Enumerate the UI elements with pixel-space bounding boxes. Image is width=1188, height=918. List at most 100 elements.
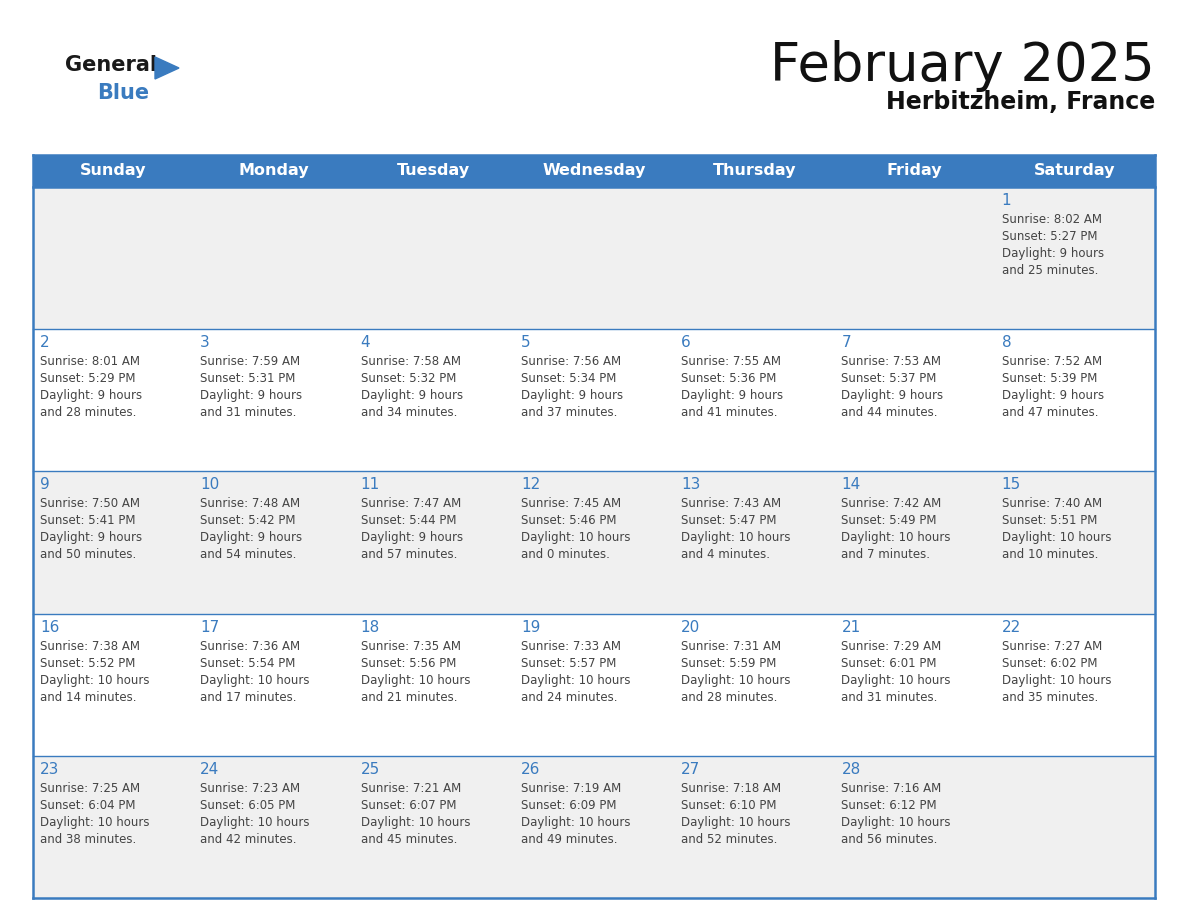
Bar (354, 330, 514, 472)
Text: Sunrise: 7:47 AM
Sunset: 5:44 PM
Daylight: 9 hours
and 57 minutes.: Sunrise: 7:47 AM Sunset: 5:44 PM Dayligh… (361, 498, 462, 562)
Text: 8: 8 (1001, 335, 1011, 350)
Polygon shape (154, 57, 179, 79)
Bar (194, 756, 354, 898)
Bar (834, 187, 994, 330)
Bar (33, 756, 194, 898)
Text: February 2025: February 2025 (770, 40, 1155, 92)
Text: 13: 13 (681, 477, 701, 492)
Bar (834, 756, 994, 898)
Bar (834, 472, 994, 613)
Text: Blue: Blue (97, 83, 150, 103)
Bar (994, 472, 1155, 613)
Text: Herbitzheim, France: Herbitzheim, France (886, 90, 1155, 114)
Text: 24: 24 (201, 762, 220, 777)
Text: 27: 27 (681, 762, 701, 777)
Bar (194, 472, 354, 613)
Text: 26: 26 (520, 762, 541, 777)
Text: 23: 23 (40, 762, 59, 777)
Text: General: General (65, 55, 157, 75)
Text: 21: 21 (841, 620, 860, 634)
Text: Tuesday: Tuesday (397, 163, 470, 178)
Text: 22: 22 (1001, 620, 1020, 634)
Text: 16: 16 (40, 620, 59, 634)
Text: 15: 15 (1001, 477, 1020, 492)
Text: Sunrise: 7:21 AM
Sunset: 6:07 PM
Daylight: 10 hours
and 45 minutes.: Sunrise: 7:21 AM Sunset: 6:07 PM Dayligh… (361, 782, 470, 845)
Text: Friday: Friday (886, 163, 942, 178)
Text: Sunrise: 7:23 AM
Sunset: 6:05 PM
Daylight: 10 hours
and 42 minutes.: Sunrise: 7:23 AM Sunset: 6:05 PM Dayligh… (201, 782, 310, 845)
Text: Sunrise: 8:02 AM
Sunset: 5:27 PM
Daylight: 9 hours
and 25 minutes.: Sunrise: 8:02 AM Sunset: 5:27 PM Dayligh… (1001, 213, 1104, 277)
Text: Wednesday: Wednesday (542, 163, 646, 178)
Text: Sunrise: 7:27 AM
Sunset: 6:02 PM
Daylight: 10 hours
and 35 minutes.: Sunrise: 7:27 AM Sunset: 6:02 PM Dayligh… (1001, 640, 1111, 703)
Text: Sunrise: 7:18 AM
Sunset: 6:10 PM
Daylight: 10 hours
and 52 minutes.: Sunrise: 7:18 AM Sunset: 6:10 PM Dayligh… (681, 782, 791, 845)
Text: Sunrise: 7:58 AM
Sunset: 5:32 PM
Daylight: 9 hours
and 34 minutes.: Sunrise: 7:58 AM Sunset: 5:32 PM Dayligh… (361, 355, 462, 420)
Bar (354, 756, 514, 898)
Text: 7: 7 (841, 335, 851, 350)
Bar (674, 472, 834, 613)
Text: 9: 9 (40, 477, 50, 492)
Bar (674, 613, 834, 756)
Text: 18: 18 (361, 620, 380, 634)
Text: Sunrise: 7:42 AM
Sunset: 5:49 PM
Daylight: 10 hours
and 7 minutes.: Sunrise: 7:42 AM Sunset: 5:49 PM Dayligh… (841, 498, 950, 562)
Text: 12: 12 (520, 477, 541, 492)
Bar (834, 155, 994, 187)
Text: Thursday: Thursday (713, 163, 796, 178)
Text: Saturday: Saturday (1034, 163, 1116, 178)
Text: Sunrise: 7:36 AM
Sunset: 5:54 PM
Daylight: 10 hours
and 17 minutes.: Sunrise: 7:36 AM Sunset: 5:54 PM Dayligh… (201, 640, 310, 703)
Text: Sunrise: 7:25 AM
Sunset: 6:04 PM
Daylight: 10 hours
and 38 minutes.: Sunrise: 7:25 AM Sunset: 6:04 PM Dayligh… (40, 782, 150, 845)
Text: Sunrise: 7:43 AM
Sunset: 5:47 PM
Daylight: 10 hours
and 4 minutes.: Sunrise: 7:43 AM Sunset: 5:47 PM Dayligh… (681, 498, 791, 562)
Text: Sunrise: 7:29 AM
Sunset: 6:01 PM
Daylight: 10 hours
and 31 minutes.: Sunrise: 7:29 AM Sunset: 6:01 PM Dayligh… (841, 640, 950, 703)
Text: Monday: Monday (238, 163, 309, 178)
Bar (994, 330, 1155, 472)
Text: 6: 6 (681, 335, 691, 350)
Text: 1: 1 (1001, 193, 1011, 208)
Text: 10: 10 (201, 477, 220, 492)
Text: Sunrise: 7:48 AM
Sunset: 5:42 PM
Daylight: 9 hours
and 54 minutes.: Sunrise: 7:48 AM Sunset: 5:42 PM Dayligh… (201, 498, 303, 562)
Bar (33, 155, 194, 187)
Bar (354, 472, 514, 613)
Bar (674, 756, 834, 898)
Text: 2: 2 (40, 335, 50, 350)
Bar (514, 187, 674, 330)
Text: 14: 14 (841, 477, 860, 492)
Text: Sunrise: 7:55 AM
Sunset: 5:36 PM
Daylight: 9 hours
and 41 minutes.: Sunrise: 7:55 AM Sunset: 5:36 PM Dayligh… (681, 355, 783, 420)
Bar (354, 187, 514, 330)
Text: 5: 5 (520, 335, 531, 350)
Text: Sunrise: 7:40 AM
Sunset: 5:51 PM
Daylight: 10 hours
and 10 minutes.: Sunrise: 7:40 AM Sunset: 5:51 PM Dayligh… (1001, 498, 1111, 562)
Bar (994, 187, 1155, 330)
Text: Sunrise: 7:35 AM
Sunset: 5:56 PM
Daylight: 10 hours
and 21 minutes.: Sunrise: 7:35 AM Sunset: 5:56 PM Dayligh… (361, 640, 470, 703)
Text: Sunrise: 7:19 AM
Sunset: 6:09 PM
Daylight: 10 hours
and 49 minutes.: Sunrise: 7:19 AM Sunset: 6:09 PM Dayligh… (520, 782, 631, 845)
Text: Sunrise: 7:56 AM
Sunset: 5:34 PM
Daylight: 9 hours
and 37 minutes.: Sunrise: 7:56 AM Sunset: 5:34 PM Dayligh… (520, 355, 623, 420)
Bar (674, 330, 834, 472)
Text: Sunrise: 7:38 AM
Sunset: 5:52 PM
Daylight: 10 hours
and 14 minutes.: Sunrise: 7:38 AM Sunset: 5:52 PM Dayligh… (40, 640, 150, 703)
Bar (194, 613, 354, 756)
Bar (194, 155, 354, 187)
Bar (514, 155, 674, 187)
Bar (354, 613, 514, 756)
Bar (354, 155, 514, 187)
Bar (33, 187, 194, 330)
Text: Sunrise: 7:16 AM
Sunset: 6:12 PM
Daylight: 10 hours
and 56 minutes.: Sunrise: 7:16 AM Sunset: 6:12 PM Dayligh… (841, 782, 950, 845)
Text: 20: 20 (681, 620, 701, 634)
Bar (194, 187, 354, 330)
Bar (514, 613, 674, 756)
Bar (674, 187, 834, 330)
Bar (834, 613, 994, 756)
Text: Sunrise: 7:53 AM
Sunset: 5:37 PM
Daylight: 9 hours
and 44 minutes.: Sunrise: 7:53 AM Sunset: 5:37 PM Dayligh… (841, 355, 943, 420)
Text: 3: 3 (201, 335, 210, 350)
Text: 28: 28 (841, 762, 860, 777)
Text: Sunrise: 7:45 AM
Sunset: 5:46 PM
Daylight: 10 hours
and 0 minutes.: Sunrise: 7:45 AM Sunset: 5:46 PM Dayligh… (520, 498, 631, 562)
Bar (674, 155, 834, 187)
Bar (194, 330, 354, 472)
Bar (994, 155, 1155, 187)
Bar (994, 756, 1155, 898)
Bar (994, 613, 1155, 756)
Text: 19: 19 (520, 620, 541, 634)
Text: 4: 4 (361, 335, 371, 350)
Text: Sunrise: 7:50 AM
Sunset: 5:41 PM
Daylight: 9 hours
and 50 minutes.: Sunrise: 7:50 AM Sunset: 5:41 PM Dayligh… (40, 498, 143, 562)
Text: Sunrise: 7:31 AM
Sunset: 5:59 PM
Daylight: 10 hours
and 28 minutes.: Sunrise: 7:31 AM Sunset: 5:59 PM Dayligh… (681, 640, 791, 703)
Text: 17: 17 (201, 620, 220, 634)
Text: Sunrise: 7:33 AM
Sunset: 5:57 PM
Daylight: 10 hours
and 24 minutes.: Sunrise: 7:33 AM Sunset: 5:57 PM Dayligh… (520, 640, 631, 703)
Text: Sunrise: 7:59 AM
Sunset: 5:31 PM
Daylight: 9 hours
and 31 minutes.: Sunrise: 7:59 AM Sunset: 5:31 PM Dayligh… (201, 355, 303, 420)
Text: 25: 25 (361, 762, 380, 777)
Text: Sunday: Sunday (80, 163, 146, 178)
